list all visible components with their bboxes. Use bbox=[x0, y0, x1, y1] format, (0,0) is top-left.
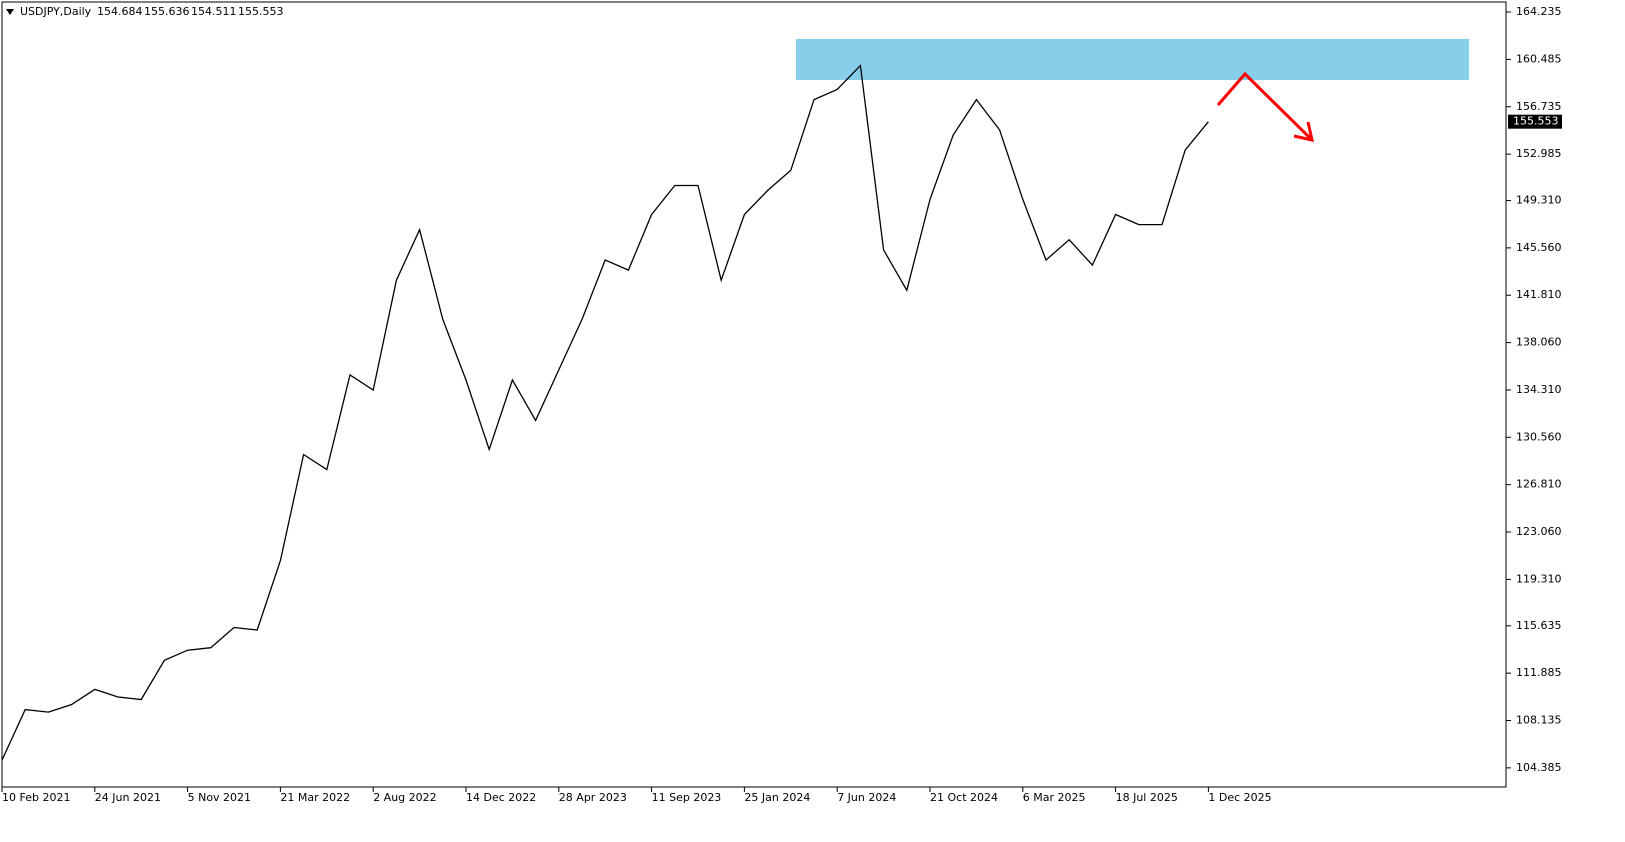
x-tick-label: 7 Jun 2024 bbox=[837, 791, 896, 804]
y-tick-label: 156.735 bbox=[1516, 100, 1562, 113]
y-tick-label: 149.310 bbox=[1516, 194, 1562, 207]
y-tick-label: 141.810 bbox=[1516, 288, 1562, 301]
y-tick-label: 164.235 bbox=[1516, 5, 1562, 18]
x-tick-label: 14 Dec 2022 bbox=[466, 791, 536, 804]
y-tick-label: 104.385 bbox=[1516, 761, 1562, 774]
y-tick-label: 115.635 bbox=[1516, 619, 1562, 632]
menu-triangle bbox=[6, 9, 14, 15]
x-tick-label: 28 Apr 2023 bbox=[559, 791, 627, 804]
forecast-arrow bbox=[1216, 71, 1312, 140]
x-tick-label: 24 Jun 2021 bbox=[95, 791, 161, 804]
y-tick-label: 119.310 bbox=[1516, 572, 1562, 585]
x-tick-label: 2 Aug 2022 bbox=[373, 791, 436, 804]
price-line bbox=[1, 64, 1209, 761]
y-tick-label: 145.560 bbox=[1516, 241, 1562, 254]
ohlc-values: 154.684 155.636 154.511 155.553 bbox=[97, 5, 284, 18]
x-tick-label: 18 Jul 2025 bbox=[1116, 791, 1178, 804]
resistance-zone bbox=[796, 39, 1469, 80]
y-tick-label: 108.135 bbox=[1516, 714, 1562, 727]
chart-title: USDJPY,Daily bbox=[20, 5, 92, 18]
x-tick-label: 5 Nov 2021 bbox=[188, 791, 251, 804]
x-tick-label: 6 Mar 2025 bbox=[1023, 791, 1086, 804]
y-tick-label: 130.560 bbox=[1516, 430, 1562, 443]
y-tick-label: 126.810 bbox=[1516, 478, 1562, 491]
x-tick-label: 21 Oct 2024 bbox=[930, 791, 998, 804]
ohlc-value: 154.684 bbox=[97, 5, 143, 18]
arrow-head bbox=[1293, 121, 1314, 142]
ohlc-value: 154.511 bbox=[191, 5, 237, 18]
y-tick-label: 134.310 bbox=[1516, 383, 1562, 396]
ohlc-value: 155.553 bbox=[238, 5, 284, 18]
plot-frame bbox=[1, 1, 1507, 788]
x-tick-label: 1 Dec 2025 bbox=[1208, 791, 1271, 804]
y-tick-label: 111.885 bbox=[1516, 666, 1562, 679]
x-tick-label: 25 Jan 2024 bbox=[744, 791, 810, 804]
x-tick-label: 21 Mar 2022 bbox=[280, 791, 350, 804]
x-tick-label: 10 Feb 2021 bbox=[2, 791, 70, 804]
y-tick-label: 152.985 bbox=[1516, 147, 1562, 160]
y-tick-label: 123.060 bbox=[1516, 525, 1562, 538]
price-marker bbox=[1508, 114, 1562, 129]
x-tick-label: 11 Sep 2023 bbox=[652, 791, 722, 804]
y-tick-label: 160.485 bbox=[1516, 52, 1562, 65]
ohlc-value: 155.636 bbox=[144, 5, 190, 18]
y-tick-label: 138.060 bbox=[1516, 336, 1562, 349]
price-marker-label: 155.553 bbox=[1513, 115, 1559, 128]
